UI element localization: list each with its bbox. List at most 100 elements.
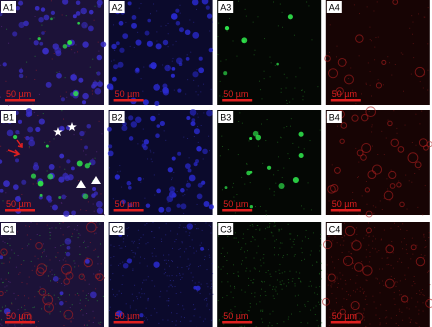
speckle — [399, 280, 401, 282]
speckle — [337, 283, 339, 285]
panel-label: A1 — [3, 3, 14, 13]
speckle — [352, 92, 354, 94]
speckle — [167, 201, 169, 203]
speckle — [397, 261, 399, 263]
speckle — [31, 269, 33, 271]
speckle — [248, 277, 250, 279]
nucleus — [159, 120, 165, 127]
speckle — [250, 279, 252, 281]
speckle — [58, 71, 60, 73]
speckle — [305, 229, 307, 231]
speckle — [334, 309, 336, 311]
speckle — [51, 273, 53, 275]
speckle — [424, 240, 426, 242]
speckle — [163, 254, 165, 256]
speckle — [73, 228, 75, 230]
speckle — [320, 325, 322, 327]
nucleus — [127, 1, 132, 6]
nucleus — [3, 308, 11, 315]
speckle — [406, 230, 408, 232]
nucleus — [146, 40, 153, 47]
speckle — [335, 318, 337, 320]
speckle — [45, 255, 47, 257]
speckle — [363, 309, 365, 311]
speckle — [358, 213, 360, 215]
speckle — [55, 256, 57, 258]
speckle — [258, 270, 260, 272]
speckle — [257, 145, 259, 147]
speckle — [418, 313, 420, 315]
nucleus — [115, 310, 123, 318]
speckle — [209, 309, 211, 311]
green-cell — [241, 37, 248, 44]
speckle — [328, 200, 330, 202]
nucleus — [121, 125, 128, 132]
green-cell — [39, 193, 43, 197]
speckle — [138, 292, 140, 294]
speckle — [401, 241, 403, 243]
speckle — [84, 279, 86, 281]
speckle — [56, 281, 58, 283]
green-cell — [77, 21, 80, 25]
speckle — [187, 138, 189, 140]
red-cell — [387, 120, 393, 127]
speckle — [62, 259, 64, 261]
speckle — [1, 26, 3, 28]
speckle — [293, 255, 295, 257]
speckle — [132, 270, 134, 272]
speckle — [185, 93, 187, 95]
speckle — [195, 250, 197, 252]
speckle — [49, 234, 51, 236]
speckle — [423, 236, 425, 238]
speckle — [211, 285, 213, 287]
speckle — [289, 238, 291, 240]
speckle — [208, 254, 210, 256]
speckle — [393, 222, 395, 224]
speckle — [415, 144, 417, 146]
speckle — [265, 294, 267, 296]
speckle — [167, 300, 169, 302]
speckle — [315, 305, 317, 307]
speckle — [329, 316, 331, 318]
label-box — [326, 223, 342, 235]
speckle — [0, 323, 2, 325]
speckle — [39, 235, 41, 237]
speckle — [192, 276, 194, 278]
speckle — [197, 266, 199, 268]
speckle — [91, 90, 93, 92]
speckle — [299, 272, 301, 274]
speckle — [87, 246, 89, 248]
speckle — [150, 158, 152, 160]
speckle — [237, 271, 239, 273]
speckle — [286, 102, 288, 104]
red-cell — [351, 114, 359, 122]
speckle — [402, 298, 404, 300]
speckle — [199, 244, 201, 246]
speckle — [131, 293, 133, 295]
nucleus — [186, 223, 194, 230]
speckle — [387, 56, 389, 58]
speckle — [383, 229, 385, 231]
speckle — [70, 320, 72, 322]
speckle — [273, 194, 275, 196]
nucleus — [0, 188, 4, 193]
green-cell — [84, 163, 90, 169]
speckle — [9, 238, 11, 240]
speckle — [428, 270, 430, 272]
speckle — [217, 54, 219, 56]
speckle — [254, 296, 256, 298]
speckle — [46, 170, 48, 172]
speckle — [133, 240, 135, 242]
speckle — [366, 203, 368, 205]
speckle — [278, 230, 280, 232]
speckle — [266, 226, 268, 228]
speckle — [17, 255, 19, 257]
nucleus — [184, 163, 191, 169]
speckle — [245, 313, 247, 315]
speckle — [100, 321, 102, 323]
speckle — [51, 58, 53, 60]
green-cell — [76, 160, 83, 167]
speckle — [119, 165, 121, 167]
speckle — [424, 254, 426, 256]
nucleus — [0, 159, 3, 164]
